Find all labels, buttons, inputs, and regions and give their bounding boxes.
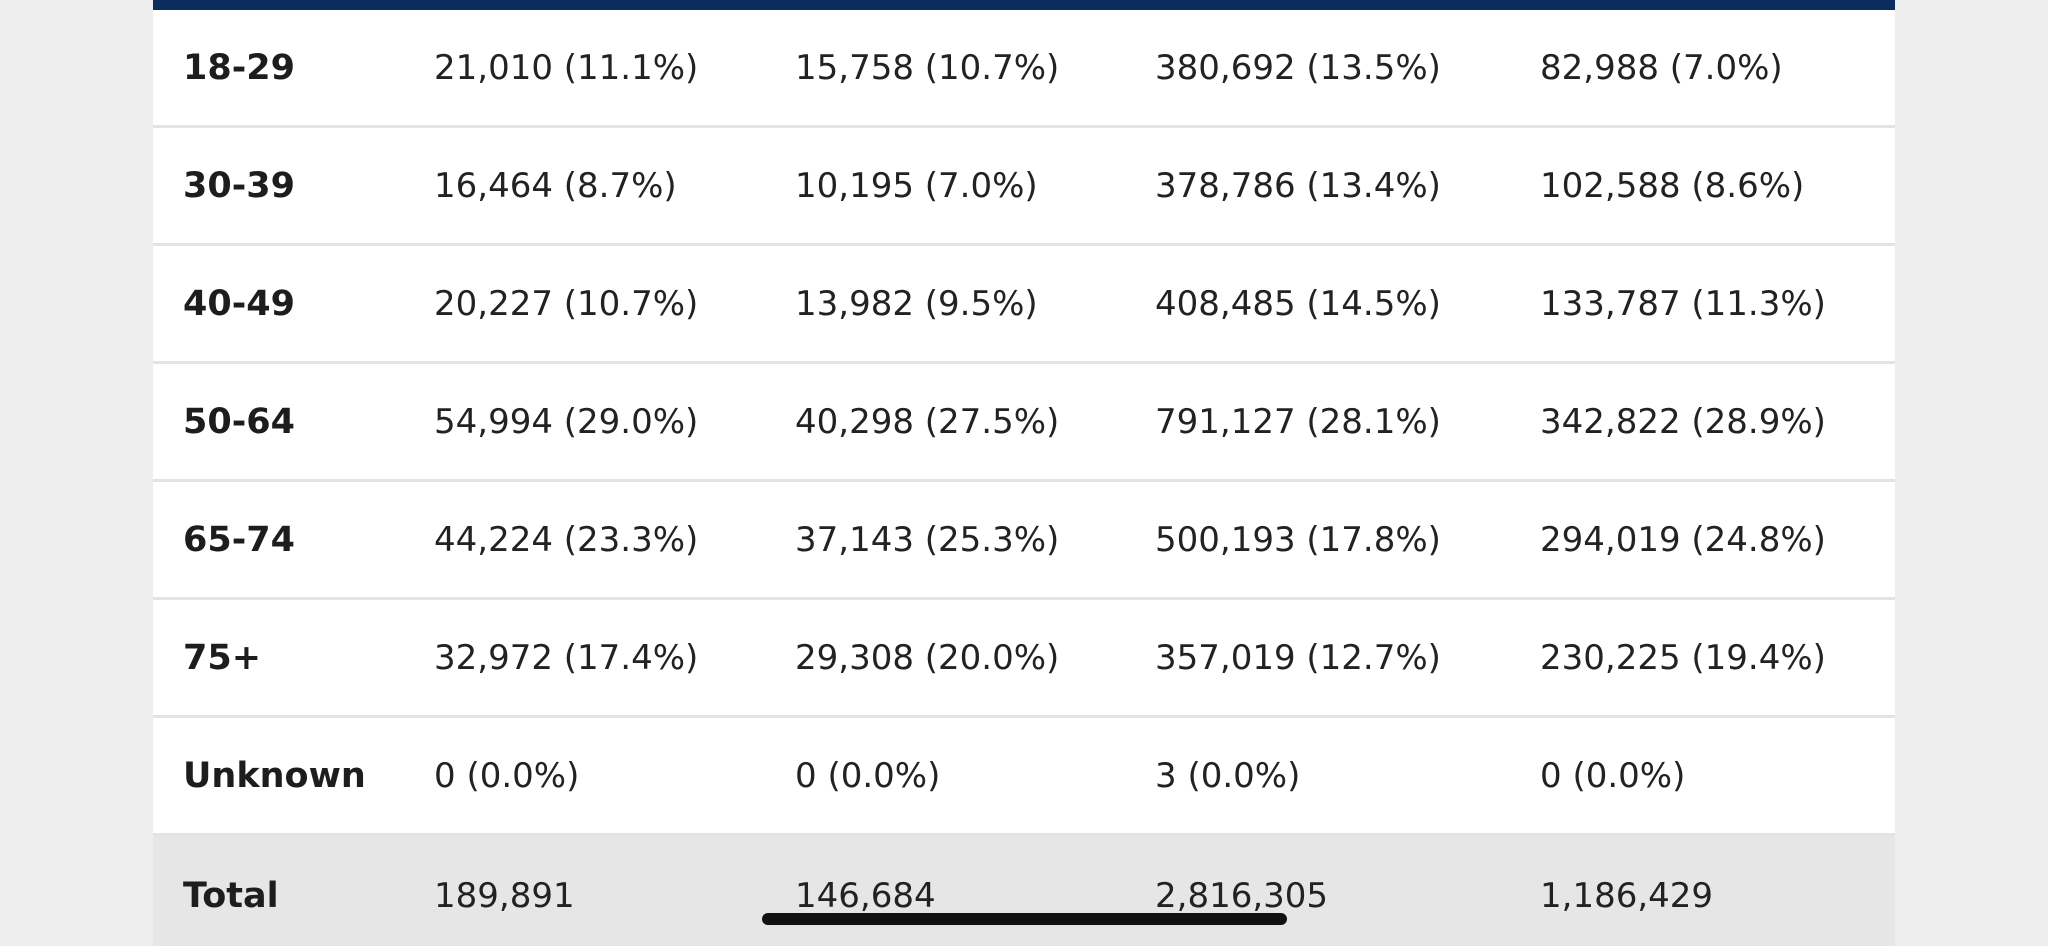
table-cell: 408,485 (14.5%)	[1155, 283, 1441, 324]
table-cell: 40,298 (27.5%)	[795, 401, 1060, 442]
row-label: Unknown	[183, 755, 366, 796]
table-row: 65-74 44,224 (23.3%) 37,143 (25.3%) 500,…	[153, 482, 1895, 600]
table-cell: 16,464 (8.7%)	[434, 165, 677, 206]
table-cell: 15,758 (10.7%)	[795, 47, 1060, 88]
table-cell: 44,224 (23.3%)	[434, 519, 699, 560]
table-row: 50-64 54,994 (29.0%) 40,298 (27.5%) 791,…	[153, 364, 1895, 482]
table-cell: 82,988 (7.0%)	[1540, 47, 1783, 88]
table-header-bar	[153, 0, 1895, 10]
table-cell: 29,308 (20.0%)	[795, 637, 1060, 678]
table-cell: 0 (0.0%)	[1540, 755, 1686, 796]
table-row: 30-39 16,464 (8.7%) 10,195 (7.0%) 378,78…	[153, 128, 1895, 246]
table-row: 18-29 21,010 (11.1%) 15,758 (10.7%) 380,…	[153, 10, 1895, 128]
row-label: 65-74	[183, 519, 295, 560]
table-cell: 13,982 (9.5%)	[795, 283, 1038, 324]
table-row: Unknown 0 (0.0%) 0 (0.0%) 3 (0.0%) 0 (0.…	[153, 718, 1895, 836]
table-cell: 37,143 (25.3%)	[795, 519, 1060, 560]
table-cell: 3 (0.0%)	[1155, 755, 1301, 796]
table-cell: 378,786 (13.4%)	[1155, 165, 1441, 206]
table-cell: 791,127 (28.1%)	[1155, 401, 1441, 442]
total-cell: 146,684	[795, 876, 936, 916]
table-cell: 133,787 (11.3%)	[1540, 283, 1826, 324]
row-label: 75+	[183, 637, 262, 678]
row-label: 18-29	[183, 47, 295, 88]
table-cell: 0 (0.0%)	[795, 755, 941, 796]
table-cell: 357,019 (12.7%)	[1155, 637, 1441, 678]
table-cell: 500,193 (17.8%)	[1155, 519, 1441, 560]
row-label: 40-49	[183, 283, 295, 324]
table-cell: 20,227 (10.7%)	[434, 283, 699, 324]
table-cell: 21,010 (11.1%)	[434, 47, 699, 88]
table-cell: 294,019 (24.8%)	[1540, 519, 1826, 560]
age-distribution-table: 18-29 21,010 (11.1%) 15,758 (10.7%) 380,…	[153, 0, 1895, 946]
table-cell: 230,225 (19.4%)	[1540, 637, 1826, 678]
row-label: 50-64	[183, 401, 295, 442]
table-cell: 102,588 (8.6%)	[1540, 165, 1805, 206]
table-row: 75+ 32,972 (17.4%) 29,308 (20.0%) 357,01…	[153, 600, 1895, 718]
table-cell: 342,822 (28.9%)	[1540, 401, 1826, 442]
total-cell: 2,816,305	[1155, 876, 1329, 916]
total-row: Total 189,891 146,684 2,816,305 1,186,42…	[153, 836, 1895, 946]
row-label: 30-39	[183, 165, 295, 206]
total-label: Total	[183, 876, 279, 916]
total-cell: 1,186,429	[1540, 876, 1714, 916]
home-indicator[interactable]	[762, 913, 1287, 925]
total-cell: 189,891	[434, 876, 575, 916]
table-cell: 380,692 (13.5%)	[1155, 47, 1441, 88]
table-cell: 10,195 (7.0%)	[795, 165, 1038, 206]
table-cell: 32,972 (17.4%)	[434, 637, 699, 678]
table-cell: 54,994 (29.0%)	[434, 401, 699, 442]
table-cell: 0 (0.0%)	[434, 755, 580, 796]
table-row: 40-49 20,227 (10.7%) 13,982 (9.5%) 408,4…	[153, 246, 1895, 364]
